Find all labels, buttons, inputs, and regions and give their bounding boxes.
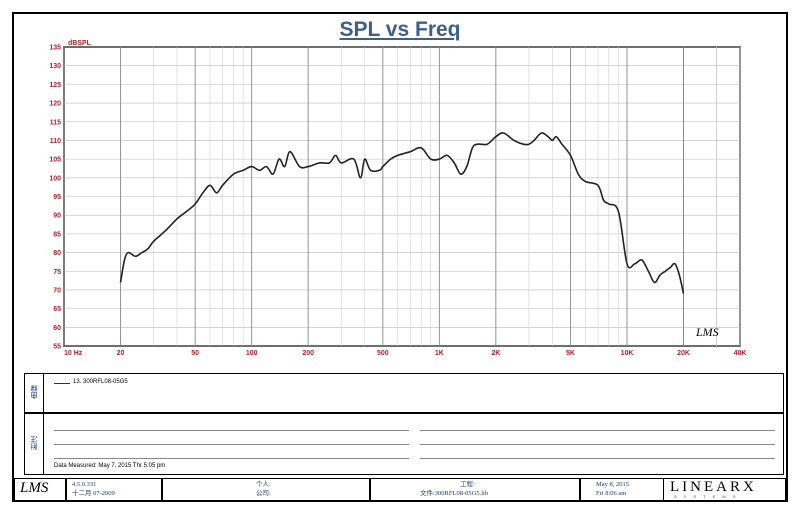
- y-tick-label: 90: [53, 213, 61, 220]
- y-tick-label: 55: [53, 344, 61, 351]
- note-line-2: [54, 444, 409, 445]
- y-axis-label: dBSPL: [68, 40, 92, 47]
- footer-file: 文件:300RFL08-05G5.lib: [420, 490, 489, 497]
- legend-entry: 13. 300RFL08-05G5: [73, 379, 128, 385]
- legend-box: [24, 373, 784, 413]
- y-tick-label: 115: [50, 119, 61, 126]
- footer-logo: LMS: [20, 480, 49, 496]
- footer-brand: LINEARX: [670, 479, 757, 495]
- y-ticks: 55 60 65 70 75 80 85 90 95 100 105 110 115 120 125 130 1…: [49, 45, 61, 351]
- y-tick-label: 120: [49, 101, 61, 108]
- date-measured: Data Measured: May 7, 2015 Thr 5:05 pm: [54, 463, 166, 469]
- notes-side-label: 附注: [31, 436, 38, 450]
- y-tick-label: 105: [49, 157, 61, 164]
- footer-date-cell: [580, 478, 664, 502]
- note-line-3: [54, 458, 409, 459]
- footer-version-cell: [66, 478, 162, 502]
- x-tick-label: 20K: [677, 350, 690, 357]
- footer-version-date: 十二月 07-2009: [72, 490, 115, 497]
- y-tick-label: 110: [50, 138, 61, 145]
- x-tick-label: 40K: [734, 350, 747, 357]
- x-tick-label: 500: [377, 350, 389, 357]
- note-line-5: [420, 444, 775, 445]
- y-tick-label: 125: [49, 82, 61, 89]
- note-line-6: [420, 458, 775, 459]
- legend-side-cell: [24, 373, 44, 413]
- y-tick-label: 130: [49, 63, 61, 70]
- y-tick-label: 85: [53, 231, 61, 238]
- x-tick-label: 20: [117, 350, 125, 357]
- footer-version: 4.5.0.331: [72, 481, 97, 488]
- legend-swatch: [54, 383, 70, 384]
- y-tick-label: 95: [53, 194, 61, 201]
- y-tick-label: 65: [53, 306, 61, 313]
- x-tick-label: 10K: [621, 350, 634, 357]
- footer-project: 工程:: [460, 481, 475, 488]
- x-tick-label: 200: [302, 350, 314, 357]
- legend-side-label: 曲線: [31, 385, 38, 399]
- footer-company: 公司:: [256, 490, 271, 497]
- y-tick-label: 60: [53, 325, 61, 332]
- grid: [63, 46, 741, 347]
- x-tick-label: 5K: [566, 350, 575, 357]
- footer-person-cell: [162, 478, 370, 502]
- footer-person: 个人:: [256, 481, 271, 488]
- y-tick-label: 75: [53, 269, 61, 276]
- footer-date: May 8, 2015: [596, 481, 630, 488]
- footer-time: Fri 8:06 am: [596, 490, 627, 497]
- note-line-1: [54, 430, 409, 431]
- x-tick-label: 50: [191, 350, 199, 357]
- footer-logo-cell: [14, 478, 66, 502]
- lms-annotation: LMS: [695, 325, 719, 339]
- y-tick-label: 70: [53, 287, 61, 294]
- x-tick-label: 10 Hz: [64, 350, 83, 357]
- y-tick-label: 80: [53, 250, 61, 257]
- x-tick-label: 1K: [435, 350, 444, 357]
- x-ticks: 10 Hz 20 50 100 200 500 1K 2K 5K 10K 20K 40K: [64, 350, 746, 357]
- y-tick-label: 100: [49, 175, 61, 182]
- notes-side-cell: [24, 413, 44, 475]
- chart-title: SPL vs Freq: [339, 18, 461, 41]
- footer-project-cell: [370, 478, 580, 502]
- series-line: [119, 132, 685, 294]
- note-line-4: [420, 430, 775, 431]
- x-tick-label: 100: [246, 350, 258, 357]
- footer-brand-sub: S Y S T E M S: [674, 494, 739, 499]
- y-tick-label: 135: [49, 45, 61, 52]
- x-tick-label: 2K: [491, 350, 500, 357]
